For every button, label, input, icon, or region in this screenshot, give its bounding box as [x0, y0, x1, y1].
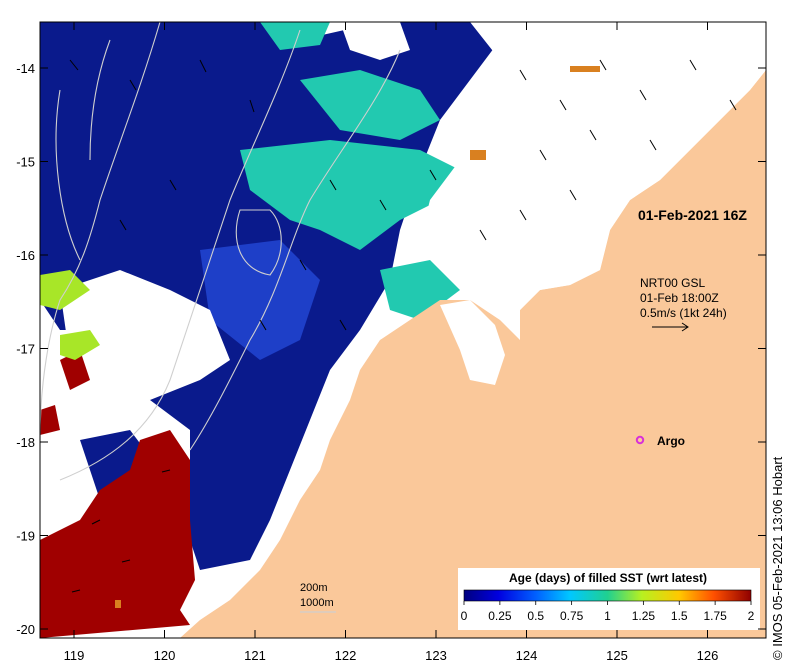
isobath-legend-200: 200m	[300, 582, 328, 594]
lon-tick-label: 123	[425, 648, 447, 663]
current-legend-line1: NRT00 GSL	[640, 276, 705, 290]
sst-region-teal	[240, 140, 460, 250]
sst-gap-white	[60, 270, 230, 400]
colorbar-tick-label: 0	[461, 609, 468, 623]
sst-region-mid-blue	[200, 240, 320, 360]
colorbar-gradient	[463, 589, 752, 602]
colorbar-tick-label: 1	[604, 609, 611, 623]
colorbar-tick-label: 1.25	[632, 609, 656, 623]
colorbar-ticks: 0 0.25 0.5 0.75 1 1.25 1.5 1.75 2	[461, 601, 755, 623]
current-vectors	[69, 59, 737, 593]
lat-tick-label: -16	[16, 248, 35, 263]
colorbar-tick-label: 0.5	[527, 609, 544, 623]
lon-tick-label: 121	[244, 648, 266, 663]
colorbar-tick-label: 0.75	[560, 609, 584, 623]
lat-tick-label: -18	[16, 435, 35, 450]
isobath-legend-1000: 1000m	[300, 597, 334, 609]
lon-tick-label: 124	[516, 648, 538, 663]
lon-tick-label: 125	[606, 648, 628, 663]
colorbar-title: Age (days) of filled SST (wrt latest)	[509, 571, 707, 585]
timestamp-label: 01-Feb-2021 16Z	[638, 207, 747, 223]
argo-float-marker	[635, 435, 645, 445]
sst-region-lime	[40, 270, 90, 310]
copyright-icon: ©	[770, 650, 785, 660]
argo-label: Argo	[657, 434, 685, 448]
sst-gap-white-2	[340, 22, 410, 60]
coastal-gap	[420, 22, 766, 310]
colorbar-tick-label: 1.5	[671, 609, 688, 623]
lat-tick-label: -17	[16, 342, 35, 357]
lon-tick-label: 120	[154, 648, 176, 663]
lat-tick-label: -14	[16, 61, 35, 76]
isobath-legend: 200m 1000m	[300, 582, 336, 613]
map-frame	[39, 21, 767, 639]
current-legend: NRT00 GSL 01-Feb 18:00Z 0.5m/s (1kt 24h)	[640, 276, 727, 332]
current-legend-line3: 0.5m/s (1kt 24h)	[640, 306, 727, 320]
sst-region-red-3	[40, 405, 60, 435]
lat-tick-label: -19	[16, 529, 35, 544]
credit-text: IMOS 05-Feb-2021 13:06 Hobart	[770, 456, 785, 647]
sst-region-teal-4	[260, 22, 330, 50]
isobath-lines	[39, 21, 401, 481]
lon-tick-label: 126	[697, 648, 719, 663]
colorbar-tick-label: 2	[748, 609, 755, 623]
lon-tick-label: 122	[335, 648, 357, 663]
current-legend-line2: 01-Feb 18:00Z	[640, 291, 719, 305]
sst-speck-orange	[570, 66, 600, 72]
sst-speck-orange-3	[115, 600, 121, 608]
sst-region-red-2	[60, 350, 90, 390]
longitude-axis: 119 120 121 122 123 124 125 126	[64, 22, 719, 663]
current-legend-arrow	[652, 322, 689, 332]
lat-tick-label: -15	[16, 155, 35, 170]
sst-region-red	[40, 430, 195, 638]
colorbar-tick-label: 0.25	[488, 609, 512, 623]
sst-region-lime-2	[60, 330, 100, 360]
lon-tick-label: 119	[64, 648, 85, 663]
land-bay	[440, 300, 505, 385]
colorbar-tick-label: 1.75	[703, 609, 727, 623]
sst-speck-orange-2	[470, 150, 486, 160]
credit-label: © IMOS 05-Feb-2021 13:06 Hobart	[770, 457, 785, 660]
lat-tick-label: -20	[16, 622, 35, 637]
sst-region-teal-2	[300, 70, 440, 140]
latitude-axis: -14 -15 -16 -17 -18 -19 -20	[16, 61, 766, 637]
